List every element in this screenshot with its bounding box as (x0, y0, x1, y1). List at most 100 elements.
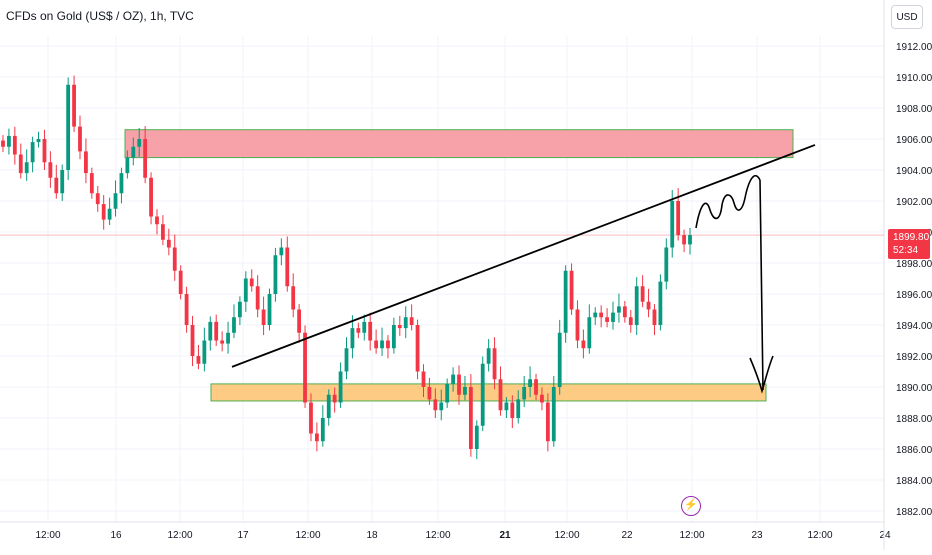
candle-body (688, 235, 692, 245)
candle-body (670, 201, 675, 248)
y-tick-label: 1910.00 (896, 73, 932, 84)
candle-body (415, 325, 420, 372)
y-tick-label: 1896.00 (896, 290, 932, 301)
candle-body (350, 328, 355, 349)
candle-body (297, 309, 302, 333)
candle-body (510, 402, 515, 418)
candle-body (504, 402, 509, 411)
candle-body (314, 433, 319, 442)
candle-body (380, 340, 384, 349)
candle-body (338, 371, 343, 403)
candle-body (137, 139, 142, 147)
candle-body (628, 317, 633, 325)
candle-body (498, 379, 503, 411)
candle-body (599, 312, 604, 318)
lightning-icon[interactable]: ⚡ (681, 496, 701, 516)
candle-body (72, 84, 76, 127)
candle-body (178, 270, 183, 294)
last-price-tag: 1899.80 52:34 (888, 229, 930, 259)
candle-body (66, 84, 71, 170)
candle-body (664, 247, 669, 282)
candle-body (486, 348, 491, 364)
y-tick-label: 1912.00 (896, 42, 932, 53)
candle-body (575, 309, 580, 341)
candle-body (587, 317, 592, 349)
candle-body (166, 239, 171, 248)
candle-body (226, 332, 230, 344)
candle-body (427, 387, 432, 400)
y-tick-label: 1890.00 (896, 383, 932, 394)
candle-body (196, 356, 201, 364)
candle-body (208, 321, 213, 341)
y-tick-label: 1892.00 (896, 352, 932, 363)
candle-body (640, 286, 645, 302)
candle-body (368, 321, 373, 341)
x-tick-label: 21 (499, 530, 511, 541)
y-tick-label: 1906.00 (896, 135, 932, 146)
candle-body (255, 286, 260, 310)
candle-body (391, 325, 396, 349)
candle-body (291, 286, 296, 310)
candle-body (563, 270, 568, 333)
candle-body (214, 321, 219, 341)
candle-body (237, 301, 242, 318)
candle-body (273, 255, 278, 294)
candle-body (356, 328, 361, 333)
candle-body (433, 399, 438, 411)
candle-body (279, 247, 284, 256)
candle-body (658, 281, 663, 325)
x-tick-label: 12:00 (554, 530, 579, 541)
candle-body (445, 383, 450, 403)
candle-body (451, 374, 456, 384)
y-tick-label: 1886.00 (896, 445, 932, 456)
x-tick-label: 16 (110, 530, 122, 541)
candle-body (439, 402, 444, 411)
candle-body (249, 278, 254, 287)
resistance-zone (124, 129, 794, 159)
y-tick-label: 1904.00 (896, 166, 932, 177)
x-tick-label: 12:00 (35, 530, 60, 541)
candle-body (125, 157, 130, 174)
candle-body (172, 247, 177, 271)
candle-body (54, 177, 59, 194)
candle-body (24, 162, 29, 174)
x-tick-label: 17 (237, 530, 249, 541)
candle-body (457, 374, 461, 395)
candle-body (149, 177, 153, 217)
candle-body (107, 208, 112, 220)
candle-body (261, 309, 266, 325)
candle-body (551, 387, 556, 442)
x-tick-label: 23 (751, 530, 763, 541)
candle-body (42, 139, 47, 163)
y-tick-label: 1888.00 (896, 414, 932, 425)
x-tick-label: 22 (621, 530, 633, 541)
candle-body (593, 312, 598, 318)
y-tick-label: 1894.00 (896, 321, 932, 332)
candle-body (611, 312, 615, 322)
candle-body (362, 321, 367, 333)
candle-body (12, 135, 17, 155)
candle-body (84, 151, 88, 174)
trendline (231, 144, 816, 368)
candle-body (374, 340, 379, 349)
x-tick-label: 18 (366, 530, 378, 541)
candle-body (190, 325, 195, 356)
candle-body (48, 162, 53, 178)
candle-body (161, 224, 165, 240)
candle-body (131, 146, 136, 158)
candle-body (676, 201, 681, 236)
candle-body (95, 193, 100, 205)
support-zone (210, 383, 767, 402)
x-tick-label: 12:00 (679, 530, 704, 541)
candle-body (528, 379, 532, 387)
candle-body (309, 402, 313, 434)
candle-body (581, 340, 586, 349)
candle-body (78, 126, 82, 152)
currency-button[interactable]: USD (891, 5, 923, 29)
candle-body (421, 371, 426, 387)
candle-body (267, 294, 272, 325)
y-tick-label: 1902.00 (896, 197, 932, 208)
candle-body (119, 173, 124, 194)
